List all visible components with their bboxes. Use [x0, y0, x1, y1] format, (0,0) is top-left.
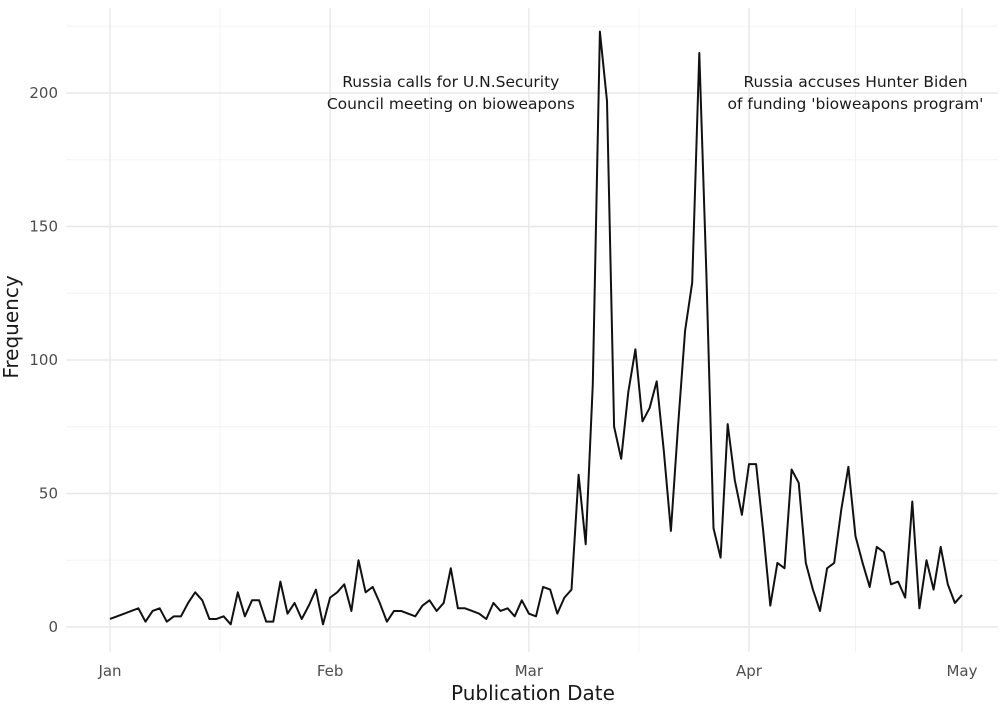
- series-line: [109, 30, 963, 626]
- y-tick-label: 50: [39, 485, 58, 503]
- axis-ticks: 0 50 100 150 200 Jan Feb Mar Apr May: [29, 84, 977, 680]
- annotation-text: of funding 'bioweapons program': [728, 95, 984, 113]
- y-tick-label: 0: [48, 618, 58, 636]
- grid: [66, 8, 998, 652]
- annotation-text: Russia accuses Hunter Biden: [743, 73, 967, 91]
- series-layer: [109, 30, 963, 626]
- x-tick-label: Mar: [515, 662, 544, 680]
- x-tick-label: Feb: [317, 662, 344, 680]
- y-tick-label: 100: [29, 351, 58, 369]
- annotation-text: Council meeting on bioweapons: [327, 95, 575, 113]
- x-axis-title: Publication Date: [451, 681, 615, 704]
- annotation-text: Russia calls for U.N.Security: [342, 73, 559, 91]
- x-tick-label: May: [946, 662, 977, 680]
- x-tick-label: Apr: [736, 662, 763, 680]
- y-tick-label: 150: [29, 218, 58, 236]
- annotations: Russia calls for U.N.Security Council mee…: [327, 73, 984, 113]
- y-axis-title: Frequency: [0, 275, 23, 378]
- y-tick-label: 200: [29, 84, 58, 102]
- x-tick-label: Jan: [97, 662, 121, 680]
